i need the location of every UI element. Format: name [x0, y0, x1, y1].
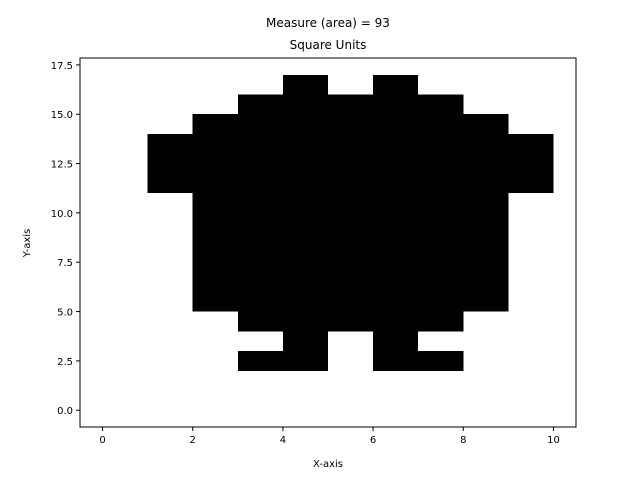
region-block-1-0	[282, 331, 328, 352]
region-block-4-0	[147, 133, 554, 194]
region-block-6-0	[237, 94, 464, 115]
y-tick-label: 15.0	[51, 110, 73, 121]
x-tick-label: 10	[547, 435, 560, 446]
region-block-2-0	[237, 311, 464, 332]
x-tick-label: 4	[280, 435, 286, 446]
y-tick-label: 5.0	[57, 308, 73, 319]
y-tick-label: 0.0	[57, 406, 73, 417]
region-block-0-0	[237, 351, 328, 371]
x-tick-label: 0	[99, 435, 105, 446]
y-tick-label: 2.5	[57, 357, 73, 368]
y-tick-label: 10.0	[51, 209, 73, 220]
region-block-5-0	[192, 114, 509, 134]
axes: 0 2 4 6 8 10 0.0 2.5 5.0 7.5 10.0 12.5 15.0 17.5	[51, 57, 577, 446]
x-axis-label: X-axis	[313, 459, 343, 470]
y-tick-label: 12.5	[51, 160, 73, 171]
chart-title: Measure (area) = 93	[266, 16, 390, 30]
x-tick-label: 2	[190, 435, 196, 446]
y-tick-label: 7.5	[57, 258, 73, 269]
region-block-1-1	[373, 331, 419, 352]
region-block-0-1	[373, 351, 464, 371]
y-axis-label: Y-axis	[22, 229, 33, 259]
x-tick-label: 8	[460, 435, 466, 446]
region-block-3-0	[192, 193, 509, 312]
region-block-7-0	[282, 74, 328, 95]
chart-subtitle: Square Units	[290, 38, 367, 52]
x-tick-label: 6	[370, 435, 376, 446]
axes-frame	[79, 57, 577, 428]
region-block-7-1	[373, 74, 419, 95]
y-tick-label: 17.5	[51, 61, 73, 72]
plot-area	[147, 74, 554, 371]
